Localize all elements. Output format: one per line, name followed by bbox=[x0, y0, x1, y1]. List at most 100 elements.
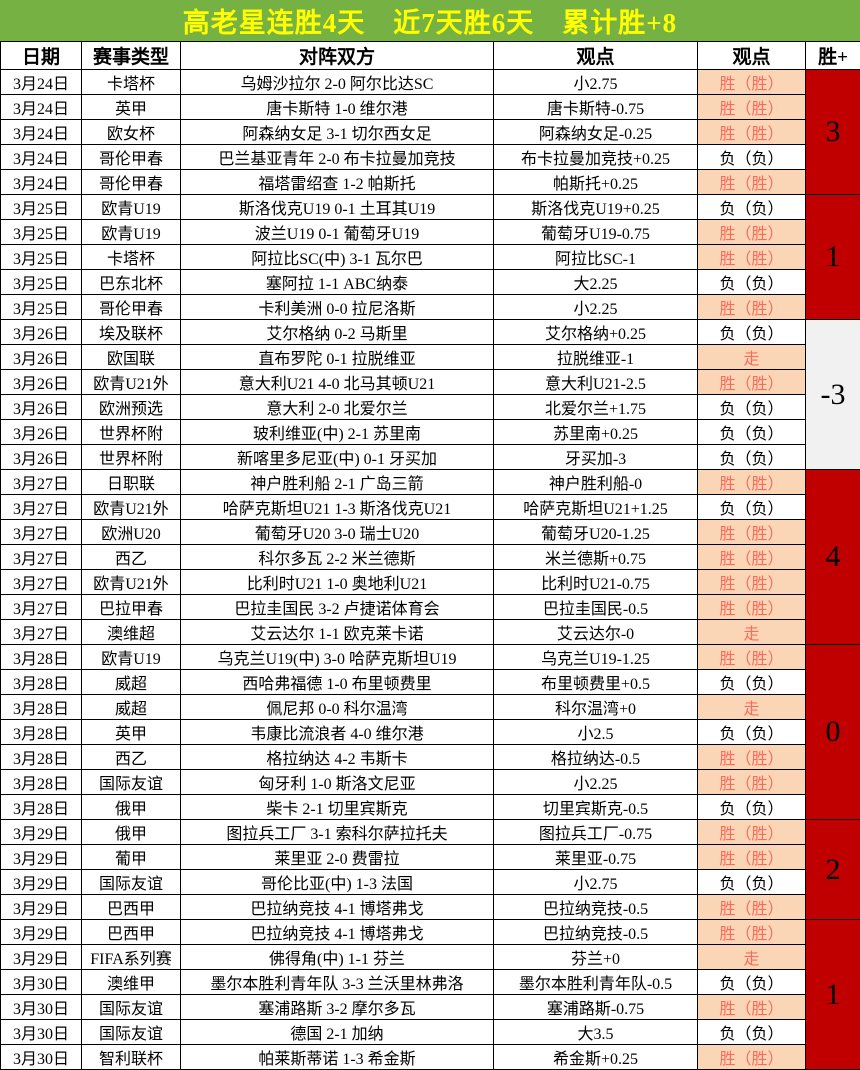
date-cell: 3月27日 bbox=[1, 595, 82, 620]
header-result: 观点 bbox=[698, 42, 806, 70]
result-cell: 胜（胜） bbox=[698, 295, 806, 320]
pick-cell: 小2.75 bbox=[494, 70, 698, 95]
league-cell: 欧青U19 bbox=[82, 220, 181, 245]
match-cell: 唐卡斯特 1-0 维尔港 bbox=[181, 95, 494, 120]
league-cell: 巴东北杯 bbox=[82, 270, 181, 295]
result-cell: 负（负） bbox=[698, 270, 806, 295]
date-cell: 3月28日 bbox=[1, 795, 82, 820]
match-cell: 葡萄牙U20 3-0 瑞士U20 bbox=[181, 520, 494, 545]
result-cell: 胜（胜） bbox=[698, 570, 806, 595]
league-cell: 威超 bbox=[82, 670, 181, 695]
date-cell: 3月28日 bbox=[1, 670, 82, 695]
date-cell: 3月29日 bbox=[1, 945, 82, 970]
league-cell: 俄甲 bbox=[82, 795, 181, 820]
league-cell: 澳维超 bbox=[82, 620, 181, 645]
date-cell: 3月29日 bbox=[1, 870, 82, 895]
pick-cell: 巴拉圭国民-0.5 bbox=[494, 595, 698, 620]
league-cell: 欧青U19 bbox=[82, 645, 181, 670]
date-cell: 3月24日 bbox=[1, 145, 82, 170]
match-cell: 比利时U21 1-0 奥地利U21 bbox=[181, 570, 494, 595]
winplus-cell: 0 bbox=[806, 645, 860, 820]
date-cell: 3月24日 bbox=[1, 120, 82, 145]
match-cell: 斯洛伐克U19 0-1 土耳其U19 bbox=[181, 195, 494, 220]
winplus-cell: 1 bbox=[806, 920, 860, 1070]
result-cell: 胜（胜） bbox=[698, 520, 806, 545]
match-cell: 巴兰基亚青年 2-0 布卡拉曼加竞技 bbox=[181, 145, 494, 170]
match-cell: 帕莱斯蒂诺 1-3 希金斯 bbox=[181, 1045, 494, 1070]
result-cell: 走 bbox=[698, 945, 806, 970]
league-cell: 巴拉甲春 bbox=[82, 595, 181, 620]
pick-cell: 斯洛伐克U19+0.25 bbox=[494, 195, 698, 220]
date-cell: 3月29日 bbox=[1, 845, 82, 870]
result-cell: 胜（胜） bbox=[698, 895, 806, 920]
match-cell: 阿拉比SC(中) 3-1 瓦尔巴 bbox=[181, 245, 494, 270]
league-cell: 欧洲预选 bbox=[82, 395, 181, 420]
pick-cell: 小2.75 bbox=[494, 870, 698, 895]
winplus-cell: 1 bbox=[806, 195, 860, 320]
league-cell: 国际友谊 bbox=[82, 770, 181, 795]
result-cell: 负（负） bbox=[698, 420, 806, 445]
date-cell: 3月28日 bbox=[1, 645, 82, 670]
pick-cell: 牙买加-3 bbox=[494, 445, 698, 470]
league-cell: 欧青U19 bbox=[82, 195, 181, 220]
header-league: 赛事类型 bbox=[82, 42, 181, 70]
result-cell: 负（负） bbox=[698, 870, 806, 895]
pick-cell: 意大利U21-2.5 bbox=[494, 370, 698, 395]
match-cell: 佩尼邦 0-0 科尔温湾 bbox=[181, 695, 494, 720]
match-cell: 阿森纳女足 3-1 切尔西女足 bbox=[181, 120, 494, 145]
league-cell: 英甲 bbox=[82, 720, 181, 745]
result-cell: 胜（胜） bbox=[698, 120, 806, 145]
league-cell: 智利联杯 bbox=[82, 1045, 181, 1070]
match-cell: 格拉纳达 4-2 韦斯卡 bbox=[181, 745, 494, 770]
date-cell: 3月24日 bbox=[1, 70, 82, 95]
date-cell: 3月30日 bbox=[1, 970, 82, 995]
match-cell: 艾云达尔 1-1 欧克莱卡诺 bbox=[181, 620, 494, 645]
league-cell: 欧青U21外 bbox=[82, 495, 181, 520]
date-cell: 3月24日 bbox=[1, 95, 82, 120]
pick-cell: 葡萄牙U20-1.25 bbox=[494, 520, 698, 545]
result-cell: 负（负） bbox=[698, 445, 806, 470]
date-cell: 3月26日 bbox=[1, 445, 82, 470]
result-cell: 胜（胜） bbox=[698, 920, 806, 945]
match-cell: 玻利维亚(中) 2-1 苏里南 bbox=[181, 420, 494, 445]
pick-cell: 阿森纳女足-0.25 bbox=[494, 120, 698, 145]
header-match: 对阵双方 bbox=[181, 42, 494, 70]
match-cell: 乌克兰U19(中) 3-0 哈萨克斯坦U19 bbox=[181, 645, 494, 670]
match-cell: 韦康比流浪者 4-0 维尔港 bbox=[181, 720, 494, 745]
date-cell: 3月27日 bbox=[1, 495, 82, 520]
pick-cell: 北爱尔兰+1.75 bbox=[494, 395, 698, 420]
league-cell: 巴西甲 bbox=[82, 895, 181, 920]
date-cell: 3月25日 bbox=[1, 295, 82, 320]
result-cell: 胜（胜） bbox=[698, 470, 806, 495]
date-cell: 3月27日 bbox=[1, 470, 82, 495]
date-cell: 3月28日 bbox=[1, 695, 82, 720]
pick-cell: 阿拉比SC-1 bbox=[494, 245, 698, 270]
league-cell: 哥伦甲春 bbox=[82, 145, 181, 170]
pick-cell: 唐卡斯特-0.75 bbox=[494, 95, 698, 120]
league-cell: 葡甲 bbox=[82, 845, 181, 870]
match-cell: 波兰U19 0-1 葡萄牙U19 bbox=[181, 220, 494, 245]
pick-cell: 莱里亚-0.75 bbox=[494, 845, 698, 870]
date-cell: 3月28日 bbox=[1, 745, 82, 770]
date-cell: 3月30日 bbox=[1, 1045, 82, 1070]
date-cell: 3月27日 bbox=[1, 520, 82, 545]
header-row: 日期 赛事类型 对阵双方 观点 观点 胜+ bbox=[1, 42, 860, 70]
league-cell: 欧女杯 bbox=[82, 120, 181, 145]
league-cell: 国际友谊 bbox=[82, 995, 181, 1020]
date-cell: 3月26日 bbox=[1, 345, 82, 370]
result-cell: 负（负） bbox=[698, 970, 806, 995]
league-cell: 世界杯附 bbox=[82, 445, 181, 470]
